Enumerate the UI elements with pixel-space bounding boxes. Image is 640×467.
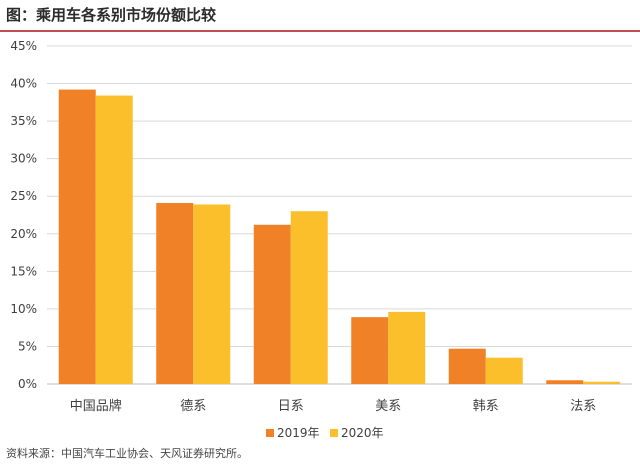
- bar-series-1: [546, 380, 584, 384]
- y-tick-label: 25%: [10, 189, 37, 203]
- bar-series-2: [583, 381, 621, 384]
- x-tick-label: 法系: [570, 399, 596, 414]
- bar-series-1: [351, 317, 389, 384]
- bar-series-1: [156, 202, 194, 384]
- x-tick-label: 日系: [278, 399, 304, 414]
- y-tick-label: 5%: [18, 339, 37, 353]
- source-note: 资料来源：中国汽车工业协会、天风证券研究所。: [6, 447, 248, 460]
- legend-label: 2020年: [341, 426, 384, 440]
- grid-lines: [47, 45, 632, 385]
- x-tick-label: 美系: [375, 399, 401, 414]
- y-tick-label: 10%: [10, 302, 37, 316]
- bar-series-1: [448, 348, 486, 384]
- bars: [58, 89, 621, 384]
- x-tick-label: 韩系: [473, 399, 499, 414]
- legend: 2019年 2020年: [266, 426, 384, 440]
- y-tick-label: 45%: [10, 39, 37, 53]
- y-tick-label: 30%: [10, 152, 37, 166]
- bar-series-2: [95, 95, 133, 384]
- bar-series-1: [253, 224, 291, 384]
- bar-series-1: [58, 89, 96, 384]
- bar-series-2: [388, 311, 426, 384]
- figure-title: 图：乘用车各系别市场份额比较: [6, 6, 217, 24]
- y-tick-label: 40%: [10, 77, 37, 91]
- legend-swatch: [266, 429, 274, 437]
- legend-label: 2019年: [277, 426, 320, 440]
- y-tick-label: 0%: [18, 377, 37, 391]
- bar-series-2: [290, 211, 328, 384]
- y-tick-label: 35%: [10, 114, 37, 128]
- x-tick-label: 德系: [180, 399, 206, 414]
- y-tick-label: 15%: [10, 264, 37, 278]
- bar-series-2: [193, 204, 231, 384]
- y-tick-label: 20%: [10, 227, 37, 241]
- legend-swatch: [330, 429, 338, 437]
- x-axis-ticks: 中国品牌 德系 日系 美系 韩系 法系: [70, 398, 597, 414]
- x-tick-label: 中国品牌: [70, 398, 122, 414]
- title-rule: [0, 30, 640, 32]
- bar-series-2: [485, 357, 523, 384]
- y-axis-ticks: 0% 5% 10% 15% 20% 25% 30% 35% 40% 45%: [10, 39, 37, 391]
